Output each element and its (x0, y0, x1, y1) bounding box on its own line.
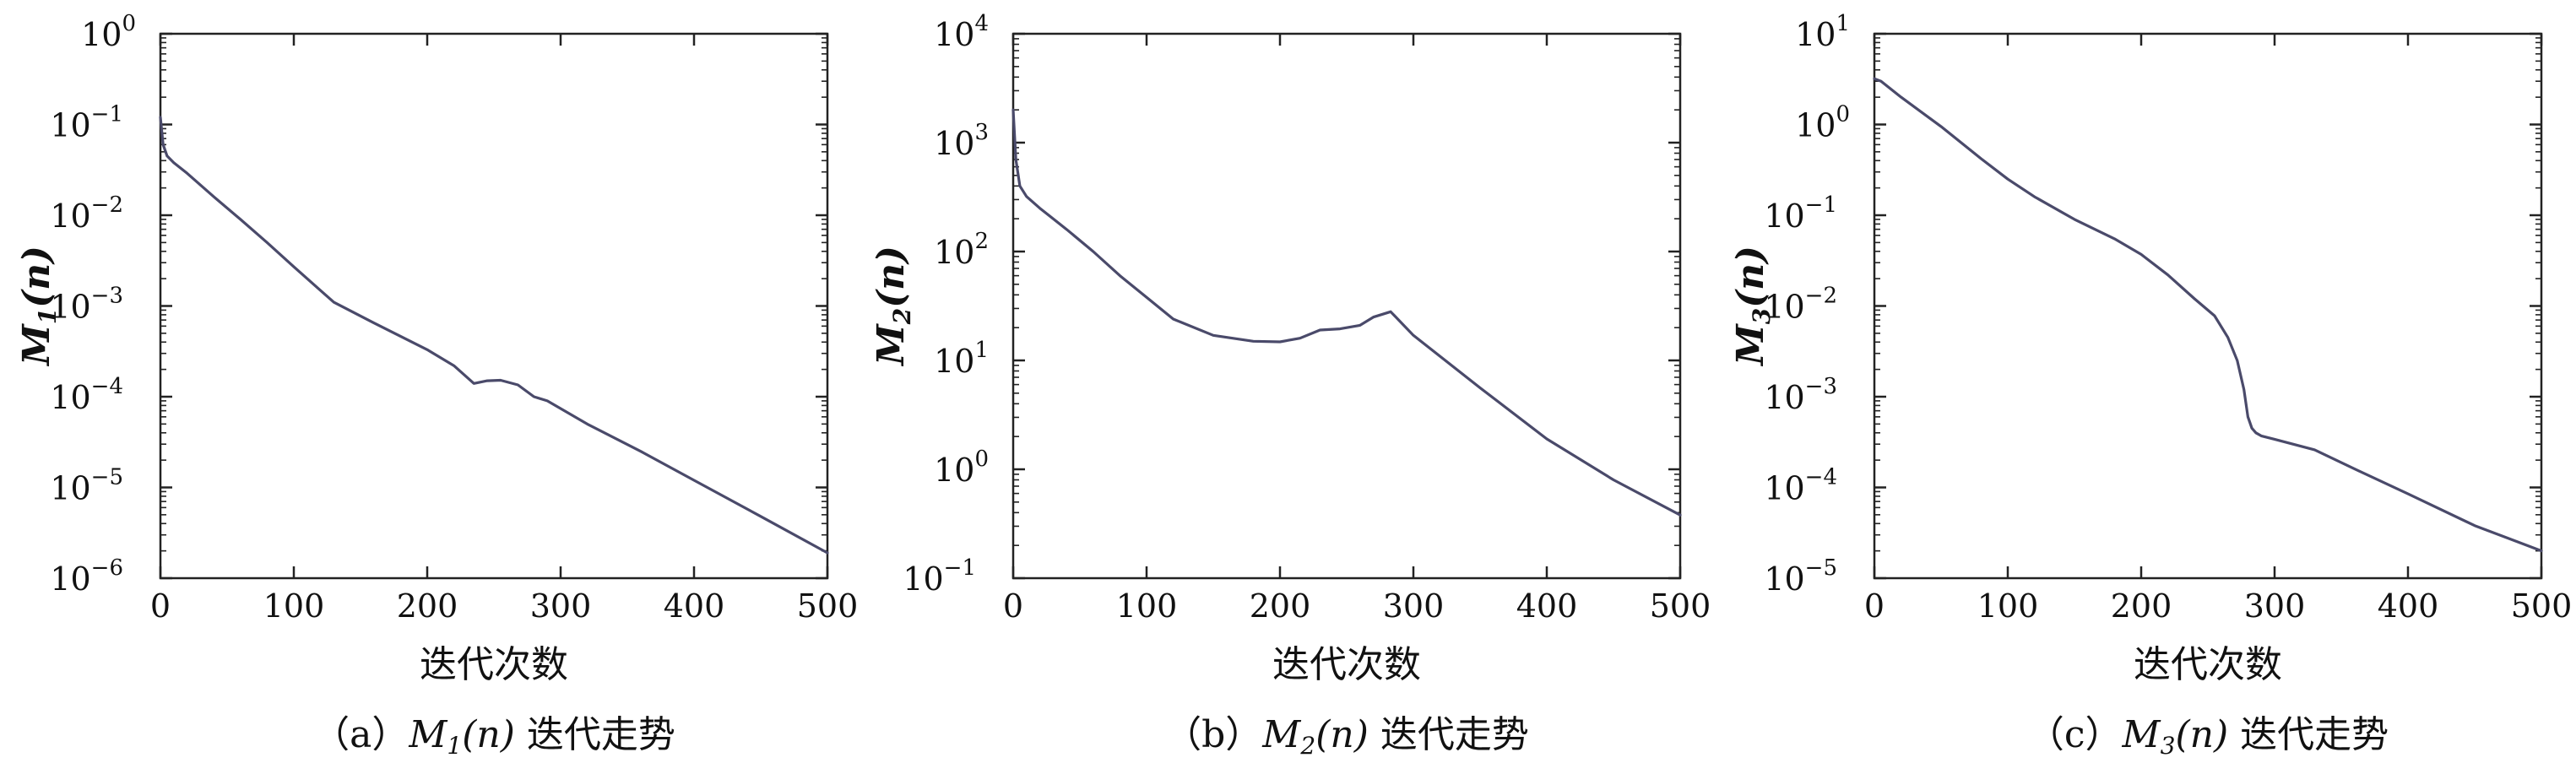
series-line (1011, 108, 1682, 517)
panel-b: 10−1 100 101 102 103 104 0 100 200 300 400 500 迭代次… (870, 11, 1711, 760)
x-tick-label: 400 (2378, 587, 2439, 625)
y-tick-label: 10−4 (1764, 465, 1837, 507)
x-tick-label: 300 (1383, 587, 1445, 625)
x-tick-label: 400 (664, 587, 725, 625)
y-tick-label: 10−1 (1764, 192, 1837, 235)
panel-caption: （c）M3(n) 迭代走势 (2027, 713, 2389, 760)
x-tick-label: 0 (1003, 587, 1023, 625)
x-tick-label: 200 (397, 587, 458, 625)
y-axis-title: M1(n) (15, 246, 62, 367)
x-tick-label: 500 (2511, 587, 2573, 625)
y-tick-label: 10−2 (1764, 284, 1837, 326)
y-tick-label: 10−6 (50, 555, 123, 598)
x-tick-label: 300 (530, 587, 592, 625)
y-tick-label: 100 (81, 11, 136, 53)
y-tick-label: 10−1 (50, 102, 123, 144)
x-axis-title: 迭代次数 (1272, 643, 1421, 686)
x-axis-title: 迭代次数 (420, 643, 568, 686)
plot-frame (1873, 32, 2543, 580)
plot-frame (159, 32, 829, 580)
x-axis-title: 迭代次数 (2134, 643, 2282, 686)
y-axis: 10−6 10−5 10−4 10−3 10−2 10−1 100 (50, 11, 827, 598)
x-tick-label: 100 (263, 587, 325, 625)
y-tick-label: 100 (1795, 102, 1850, 144)
x-tick-label: 0 (1864, 587, 1885, 625)
x-axis: 0 100 200 300 400 500 (1864, 34, 2572, 625)
x-tick-label: 500 (1650, 587, 1711, 625)
x-axis: 0 100 200 300 400 500 (150, 34, 858, 625)
y-tick-label: 101 (1795, 11, 1850, 53)
x-tick-label: 400 (1516, 587, 1578, 625)
y-tick-label: 101 (934, 338, 989, 380)
x-tick-label: 300 (2244, 587, 2306, 625)
panel-caption: （b）M2(n) 迭代走势 (1164, 713, 1529, 760)
panel-c: 10−5 10−4 10−3 10−2 10−1 100 101 0 100 200 300 400… (1729, 11, 2572, 760)
y-tick-label: 10−1 (903, 555, 976, 598)
y-axis-title: M2(n) (870, 246, 916, 367)
series-line (159, 116, 829, 555)
y-axis: 10−1 100 101 102 103 104 (903, 11, 1680, 598)
y-axis: 10−5 10−4 10−3 10−2 10−1 100 101 (1764, 11, 2541, 598)
y-tick-label: 10−3 (50, 284, 123, 326)
panel-a: 10−6 10−5 10−4 10−3 10−2 10−1 100 0 100 200 300 40… (15, 11, 858, 760)
panel-caption: （a）M1(n) 迭代走势 (312, 713, 675, 760)
x-axis: 0 100 200 300 400 500 (1003, 34, 1711, 625)
y-tick-label: 100 (934, 447, 989, 489)
y-tick-label: 10−2 (50, 192, 123, 235)
x-tick-label: 0 (150, 587, 171, 625)
x-tick-label: 100 (1116, 587, 1178, 625)
x-tick-label: 500 (797, 587, 859, 625)
x-tick-label: 200 (2111, 587, 2172, 625)
y-tick-label: 10−5 (1764, 555, 1837, 598)
y-tick-label: 10−3 (1764, 374, 1837, 416)
y-tick-label: 103 (934, 120, 989, 162)
y-tick-label: 104 (934, 11, 989, 53)
x-tick-label: 200 (1250, 587, 1311, 625)
plot-frame (1011, 32, 1682, 580)
y-tick-label: 102 (934, 229, 989, 271)
x-tick-label: 100 (1977, 587, 2039, 625)
y-tick-label: 10−4 (50, 374, 123, 416)
series-line (1873, 77, 2543, 553)
y-axis-title: M3(n) (1729, 246, 1776, 367)
y-tick-label: 10−5 (50, 465, 123, 507)
